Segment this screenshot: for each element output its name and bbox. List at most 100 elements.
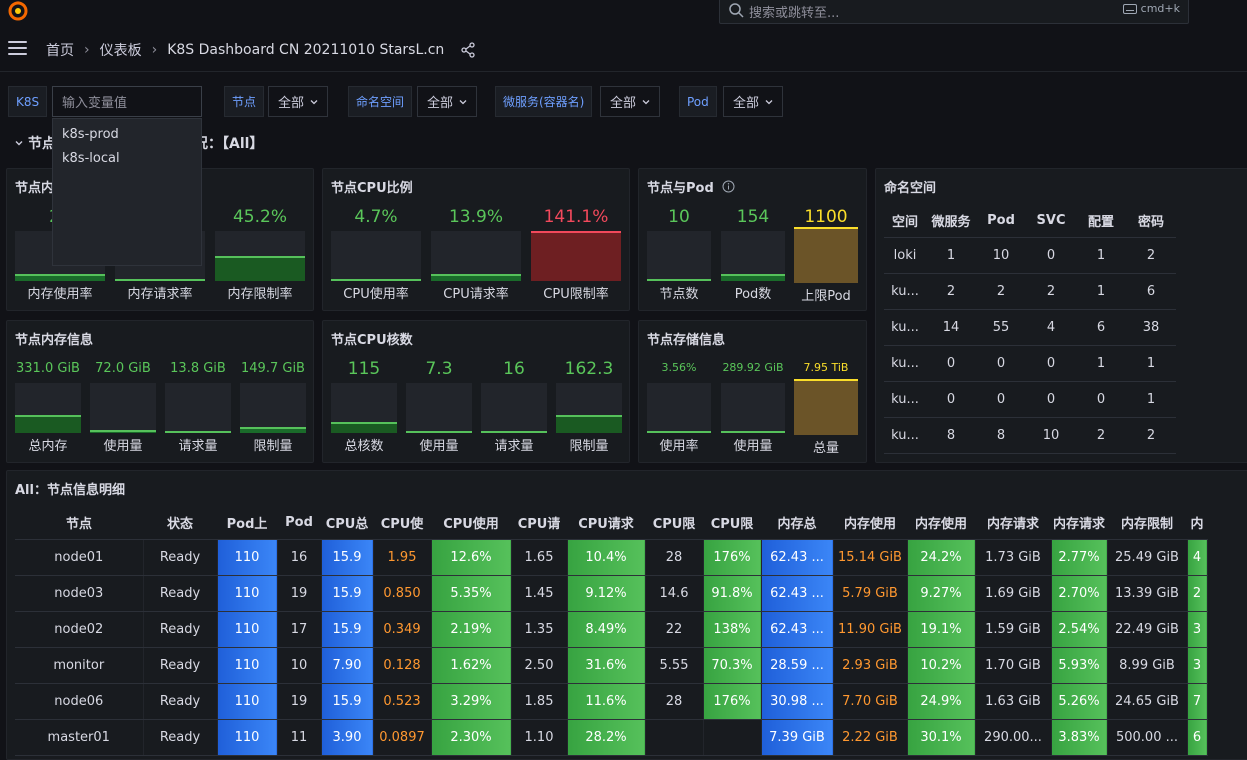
node-variable-select[interactable]: 全部	[268, 86, 329, 117]
panel-title: 节点CPU比例	[331, 181, 413, 196]
keyboard-shortcut: cmd+k	[1122, 2, 1180, 15]
cpu-request-amount-gauge: 16 请求量	[481, 359, 547, 459]
column-header[interactable]: CPU请求	[567, 507, 645, 540]
table-cell: 0.349	[373, 611, 432, 648]
table-cell: 4	[1187, 539, 1208, 576]
top-bar: 搜索或跳转至... cmd+k	[0, 0, 1247, 26]
storage-used-gauge: 289.92 GiB 使用量	[721, 361, 785, 454]
dropdown-option-k8s-prod[interactable]: k8s-prod	[62, 127, 119, 142]
menu-icon[interactable]	[8, 41, 27, 55]
table-cell: 9.12%	[567, 575, 646, 612]
table-cell: 12.6%	[431, 539, 512, 576]
breadcrumb-dashboards[interactable]: 仪表板	[99, 43, 142, 59]
table-cell: 62.43 ...	[761, 611, 834, 648]
pod-variable-select[interactable]: 全部	[723, 86, 784, 117]
column-header[interactable]: CPU总	[321, 507, 373, 540]
column-header[interactable]: CPU限	[645, 507, 703, 540]
table-cell: 7	[1187, 683, 1208, 720]
chevron-down-icon	[15, 141, 23, 146]
table-cell: 2	[1187, 575, 1208, 612]
node-variable-label: 节点	[224, 86, 265, 117]
table-cell: 10	[277, 647, 322, 684]
cpu-limit-gauge: 141.1% CPU限制率	[531, 207, 621, 307]
table-cell: 8	[926, 417, 976, 454]
grafana-logo-icon[interactable]	[6, 0, 30, 22]
table-cell: Ready	[143, 647, 218, 684]
table-cell: 30.1%	[907, 719, 976, 756]
column-header[interactable]: CPU使	[373, 507, 431, 540]
column-header[interactable]: 内存使用	[833, 507, 907, 540]
share-icon[interactable]	[460, 42, 476, 58]
table-cell: 0	[1026, 345, 1076, 382]
table-cell: 0	[1026, 381, 1076, 418]
memory-info-panel: 节点内存信息 331.0 GiB 总内存 72.0 GiB 使用量 13.8 G…	[6, 320, 314, 463]
table-cell	[703, 719, 762, 756]
table-cell: 2.50	[511, 647, 568, 684]
column-header[interactable]: CPU使用	[431, 507, 511, 540]
table-cell: 19	[277, 683, 322, 720]
column-header[interactable]: 节点	[15, 507, 143, 540]
table-cell: 176%	[703, 683, 762, 720]
dropdown-option-k8s-local[interactable]: k8s-local	[62, 151, 120, 166]
chevron-down-icon	[765, 99, 773, 104]
table-cell: 11.6%	[567, 683, 646, 720]
table-cell: 1.59 GiB	[975, 611, 1052, 648]
table-header-row: 节点 状态 Pod上 Pod CPU总 CPU使 CPU使用 CPU请 CPU请求 CPU限 CPU…	[15, 507, 1207, 540]
table-cell: 11	[277, 719, 322, 756]
table-cell: 110	[217, 719, 278, 756]
search-input[interactable]: 搜索或跳转至... cmd+k	[719, 0, 1189, 24]
column-header[interactable]: 内存请求	[1051, 507, 1107, 540]
table-cell: 55	[976, 309, 1026, 346]
table-cell: 70.3%	[703, 647, 762, 684]
variables-bar: K8S 输入变量值 节点 全部 命名空间 全部 微服务(容器名) 全部 Pod …	[0, 84, 1247, 118]
table-cell: 28.59 ...	[761, 647, 834, 684]
column-header[interactable]: Pod	[277, 507, 321, 540]
column-header[interactable]: 空间	[884, 205, 926, 238]
column-header[interactable]: 内存请求	[975, 507, 1051, 540]
column-header[interactable]: Pod上	[217, 507, 277, 540]
column-header[interactable]: 微服务	[926, 205, 976, 238]
column-header[interactable]: Pod	[976, 205, 1026, 238]
table-cell: monitor	[15, 647, 144, 684]
column-header[interactable]: 内存限制	[1107, 507, 1187, 540]
node-count-gauge: 10 节点数	[647, 207, 711, 307]
table-cell: Ready	[143, 719, 218, 756]
namespace-variable-select[interactable]: 全部	[417, 86, 478, 117]
table-cell: 10	[976, 237, 1026, 274]
table-cell: 22.49 GiB	[1107, 611, 1188, 648]
table-cell: ku...	[884, 345, 926, 382]
table-cell: 5.26%	[1051, 683, 1108, 720]
table-cell: 8.99 GiB	[1107, 647, 1188, 684]
column-header[interactable]: 状态	[143, 507, 217, 540]
column-header[interactable]: SVC	[1026, 205, 1076, 238]
column-header[interactable]: 配置	[1076, 205, 1126, 238]
storage-total-gauge: 7.95 TiB 总量	[794, 361, 858, 461]
column-header[interactable]: 密码	[1126, 205, 1176, 238]
panel-title: 命名空间	[884, 181, 937, 196]
breadcrumb-separator: ›	[84, 42, 90, 58]
table-cell: 1	[926, 237, 976, 274]
column-header[interactable]: 内存使用	[907, 507, 975, 540]
table-cell: 0	[1026, 237, 1076, 274]
table-row: node06 Ready 110 19 15.9 0.523 3.29% 1.85 11.6% 2…	[15, 683, 1208, 720]
column-header[interactable]: 内存总	[761, 507, 833, 540]
table-cell: 5.35%	[431, 575, 512, 612]
info-icon[interactable]	[722, 180, 735, 193]
k8s-variable-input[interactable]: 输入变量值	[52, 86, 202, 117]
breadcrumb-home[interactable]: 首页	[46, 43, 74, 59]
row-header[interactable]: 节点 况：【All】	[14, 133, 263, 153]
table-cell: 2	[1126, 417, 1176, 454]
column-header[interactable]: 内	[1187, 507, 1207, 540]
table-cell: 1.95	[373, 539, 432, 576]
table-cell: 30.98 ...	[761, 683, 834, 720]
search-icon	[729, 3, 744, 18]
column-header[interactable]: CPU限	[703, 507, 761, 540]
table-cell: 1	[1076, 273, 1126, 310]
memory-total-gauge: 331.0 GiB 总内存	[15, 361, 81, 454]
cpu-usage-gauge: 4.7% CPU使用率	[331, 207, 421, 307]
service-variable-select[interactable]: 全部	[600, 86, 661, 117]
table-cell: 15.14 GiB	[833, 539, 908, 576]
table-cell: 0.523	[373, 683, 432, 720]
column-header[interactable]: CPU请	[511, 507, 567, 540]
table-cell: 24.65 GiB	[1107, 683, 1188, 720]
